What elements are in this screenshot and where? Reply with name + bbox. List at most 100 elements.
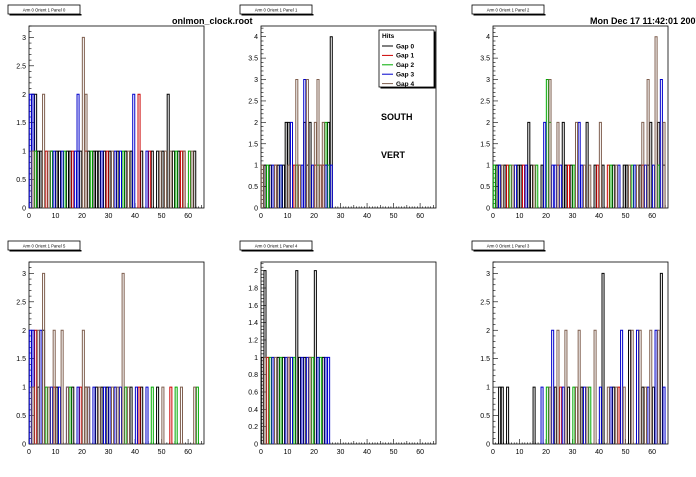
y-tick-label: 3 — [486, 271, 490, 278]
histogram-bar — [84, 386, 88, 444]
histogram-bar — [28, 93, 32, 208]
histogram-bar — [110, 386, 115, 444]
histogram-bar — [65, 150, 69, 208]
legend-entry: Gap 3 — [396, 72, 414, 79]
histogram-bar — [543, 121, 547, 208]
histogram-bar — [87, 386, 91, 444]
x-tick-label: 50 — [390, 213, 398, 220]
histogram-bar — [319, 164, 323, 208]
histogram-bar — [31, 150, 35, 208]
histogram-bar — [313, 121, 317, 208]
x-tick-label: 30 — [105, 449, 113, 456]
histogram-bar — [121, 272, 125, 444]
histogram-bar — [174, 150, 178, 208]
panel-title: Arm 0 Orient 1 Panel 2 — [487, 8, 530, 13]
histogram-bar — [76, 386, 80, 444]
histogram-bar — [574, 386, 579, 444]
histogram-bar — [42, 93, 46, 208]
x-tick-label: 30 — [337, 213, 345, 220]
histogram-bar — [95, 386, 99, 444]
panel-annotation: VERT — [381, 150, 406, 160]
y-tick-label: 4 — [486, 34, 490, 41]
histogram-bar — [329, 36, 333, 208]
x-tick-label: 50 — [622, 213, 630, 220]
histogram-bar — [633, 164, 637, 208]
histogram-bar — [156, 150, 160, 208]
histogram-bar — [654, 36, 658, 208]
histogram-bar — [313, 270, 317, 444]
y-tick-label: 1.5 — [480, 356, 490, 363]
panel-title-shadow — [473, 250, 546, 252]
histogram-bar — [52, 329, 56, 444]
histogram-bar — [81, 329, 85, 444]
histogram-bar — [97, 150, 101, 208]
y-tick-label: 0.5 — [248, 184, 258, 191]
histogram-bar — [577, 121, 581, 208]
histogram-bar — [506, 386, 510, 444]
histogram-bar — [580, 386, 584, 444]
y-tick-label: 3.5 — [480, 56, 490, 63]
y-tick-label: 0.2 — [248, 424, 258, 431]
histogram-bar — [297, 164, 301, 208]
x-tick-label: 0 — [27, 213, 31, 220]
y-tick-label: 1.2 — [248, 338, 258, 345]
histogram-bar — [651, 164, 655, 208]
y-tick-label: 1 — [22, 385, 26, 392]
x-tick-label: 30 — [105, 213, 113, 220]
x-tick-label: 40 — [131, 449, 139, 456]
y-tick-label: 1.6 — [248, 303, 258, 310]
histogram-bar — [654, 329, 658, 444]
histogram-bar — [521, 164, 526, 208]
histogram-bar — [171, 150, 176, 208]
histogram-bar — [292, 164, 296, 208]
histogram-bar — [643, 386, 647, 444]
histogram-bar — [92, 150, 96, 208]
histogram-bar — [630, 329, 634, 444]
histogram-bar — [34, 329, 38, 444]
histogram-bar — [580, 164, 584, 208]
histogram-bar — [57, 386, 62, 444]
histogram-panel: Arm 0 Orient 1 Panel 1 0 10 20 30 40 50 60 0 0.5 1… — [239, 4, 437, 220]
histogram-bar — [68, 386, 72, 444]
histogram-bar — [500, 386, 504, 444]
histogram-bar — [145, 150, 149, 208]
histogram-bar — [31, 386, 35, 444]
y-tick-label: 0.5 — [16, 413, 26, 420]
histogram-bar — [47, 386, 51, 444]
histogram-bar — [52, 150, 56, 208]
histogram-bar — [289, 356, 294, 444]
y-tick-label: 3 — [486, 77, 490, 84]
histogram-bar — [195, 386, 199, 444]
histogram-bar — [169, 150, 173, 208]
x-tick-label: 50 — [158, 449, 166, 456]
histogram-bar — [289, 121, 294, 208]
panel-title: Arm 0 Orient 1 Panel 1 — [255, 8, 298, 13]
histogram-bar — [140, 150, 144, 208]
histogram-bar — [124, 386, 128, 444]
histogram-series — [271, 356, 331, 444]
histogram-bar — [287, 356, 291, 444]
x-tick-label: 20 — [78, 449, 86, 456]
histogram-bar — [577, 329, 581, 444]
histogram-bar — [108, 386, 112, 444]
histogram-bar — [311, 356, 315, 444]
histogram-bar — [276, 356, 280, 444]
histogram-bar — [540, 386, 544, 444]
y-tick-label: 0 — [254, 442, 258, 449]
histogram-bar — [308, 121, 312, 208]
legend-box — [378, 29, 435, 88]
histogram-bar — [582, 386, 587, 444]
histogram-bar — [95, 150, 99, 208]
histogram-bar — [622, 386, 626, 444]
histogram-bar — [551, 164, 555, 208]
histogram-series — [540, 329, 666, 444]
histogram-bar — [63, 150, 67, 208]
histogram-bar — [193, 150, 197, 208]
histogram-bar — [511, 164, 515, 208]
y-tick-label: 3 — [254, 77, 258, 84]
histogram-bar — [68, 150, 72, 208]
histogram-bar — [649, 121, 653, 208]
histogram-bar — [55, 386, 59, 444]
histogram-bar — [519, 164, 523, 208]
